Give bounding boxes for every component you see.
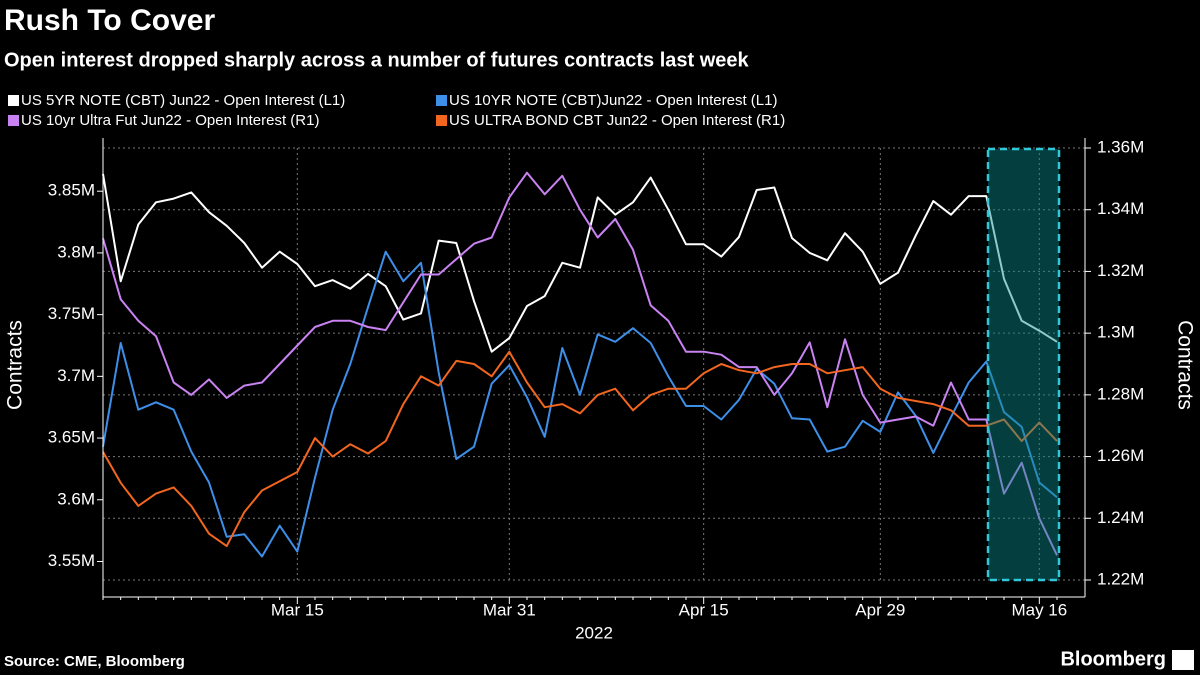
x-tick-label: Apr 29 xyxy=(855,600,905,619)
series-line xyxy=(102,350,1058,548)
series-line xyxy=(102,171,1058,556)
x-tick-label: Mar 15 xyxy=(271,600,324,619)
legend-label: US 5YR NOTE (CBT) Jun22 - Open Interest … xyxy=(21,92,345,109)
x-tick-label: Mar 31 xyxy=(483,600,536,619)
y2-tick-label: 1.26M xyxy=(1097,446,1144,465)
y-tick-label: 3.6M xyxy=(57,489,95,508)
y2-tick-label: 1.24M xyxy=(1097,508,1144,527)
y2-tick-label: 1.22M xyxy=(1097,569,1144,588)
y-tick-label: 3.85M xyxy=(48,181,95,200)
chart-subtitle: Open interest dropped sharply across a n… xyxy=(4,49,750,71)
y2-tick-label: 1.34M xyxy=(1097,199,1144,218)
x-tick-label: Apr 15 xyxy=(679,600,729,619)
y-tick-label: 3.65M xyxy=(48,428,95,447)
legend-label: US 10YR NOTE (CBT)Jun22 - Open Interest … xyxy=(449,92,777,109)
y2-tick-label: 1.36M xyxy=(1097,137,1144,156)
y-tick-label: 3.7M xyxy=(57,366,95,385)
source: Source: CME, Bloomberg xyxy=(4,653,185,670)
y-axis-title: Contracts xyxy=(4,320,27,410)
y2-tick-label: 1.28M xyxy=(1097,384,1144,403)
y2-tick-label: 1.32M xyxy=(1097,261,1144,280)
chart-title: Rush To Cover xyxy=(4,4,215,37)
series-line xyxy=(102,173,1058,353)
brand: Bloomberg xyxy=(1060,648,1166,670)
y-tick-label: 3.8M xyxy=(57,242,95,261)
axes: 3.55M 3.6M 3.65M 3.7M 3.75M 3.8M 3.85M 1.22M 1.2… xyxy=(48,137,1145,619)
legend-swatch xyxy=(436,115,447,126)
y-tick-label: 3.75M xyxy=(48,304,95,323)
y2-tick-label: 1.3M xyxy=(1097,323,1135,342)
brand-icon xyxy=(1172,650,1194,670)
legend-label: US 10yr Ultra Fut Jun22 - Open Interest … xyxy=(21,112,319,129)
x-tick-label: May 16 xyxy=(1011,600,1067,619)
legend-swatch xyxy=(436,95,447,106)
y2-axis-title: Contracts xyxy=(1173,320,1196,410)
series-line xyxy=(102,250,1058,558)
legend-swatch xyxy=(8,95,19,106)
y-tick-label: 3.55M xyxy=(48,551,95,570)
plot xyxy=(102,171,1058,558)
legend-swatch xyxy=(8,115,19,126)
x-axis-title: 2022 xyxy=(575,623,613,642)
highlight-box xyxy=(986,147,1061,582)
legend-label: US ULTRA BOND CBT Jun22 - Open Interest … xyxy=(449,112,785,129)
